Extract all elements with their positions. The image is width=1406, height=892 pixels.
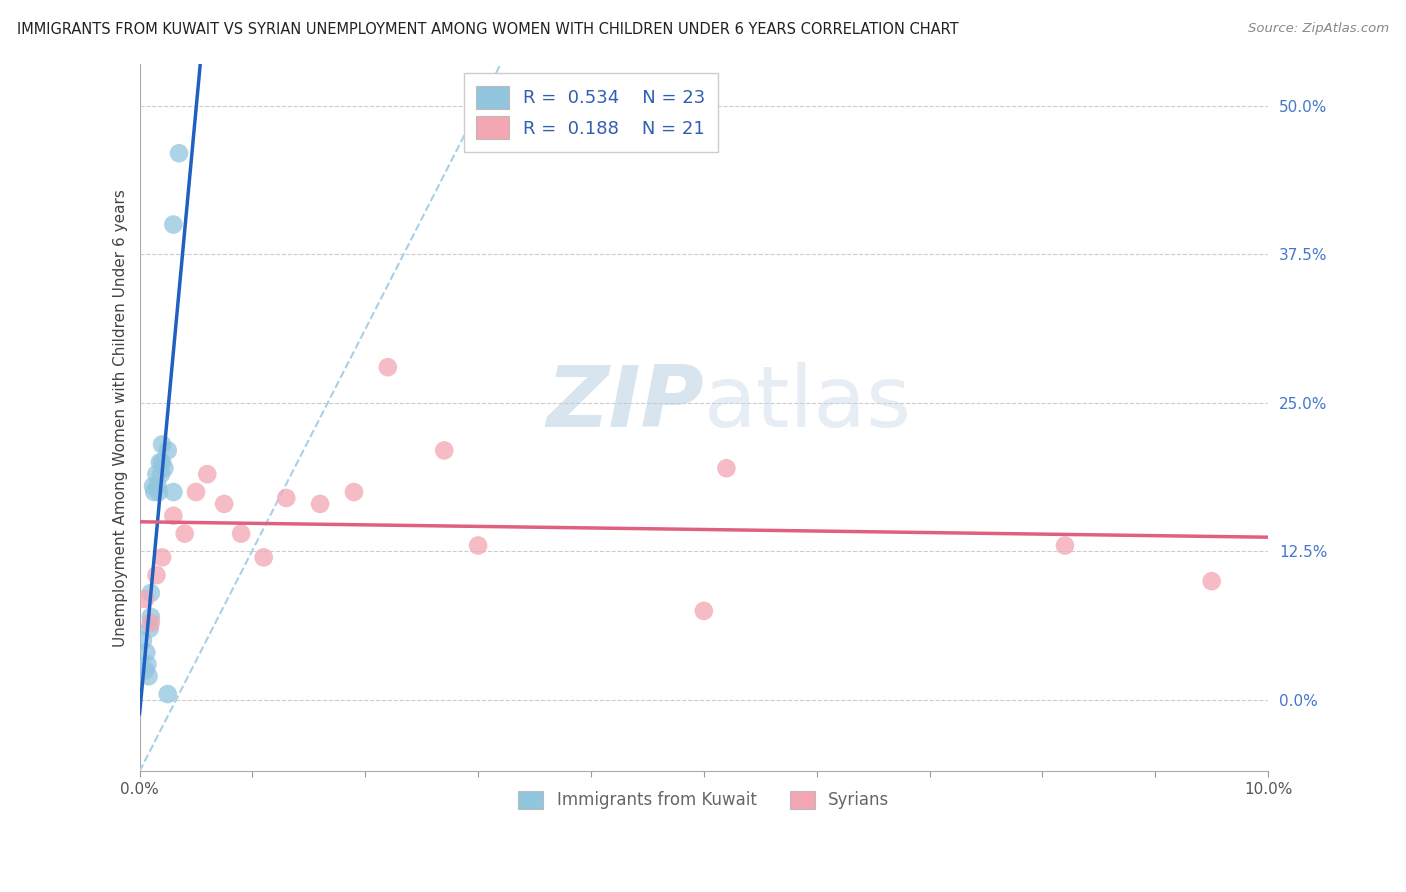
Point <box>167 146 190 161</box>
Text: ZIP: ZIP <box>546 362 704 445</box>
Point <box>162 485 184 500</box>
Point <box>148 485 170 500</box>
Point <box>138 622 160 636</box>
Point <box>146 479 169 493</box>
Legend: Immigrants from Kuwait, Syrians: Immigrants from Kuwait, Syrians <box>512 784 896 816</box>
Point <box>433 443 456 458</box>
Point <box>195 467 218 482</box>
Point <box>212 497 235 511</box>
Point <box>377 360 399 375</box>
Point <box>136 657 159 672</box>
Point <box>143 485 166 500</box>
Point <box>139 615 162 630</box>
Point <box>150 455 173 469</box>
Point <box>153 461 176 475</box>
Text: atlas: atlas <box>704 362 912 445</box>
Point <box>150 550 173 565</box>
Point <box>138 669 160 683</box>
Point <box>162 218 184 232</box>
Point <box>150 437 173 451</box>
Point <box>253 550 276 565</box>
Point <box>149 455 172 469</box>
Point <box>467 539 489 553</box>
Point <box>156 443 179 458</box>
Point <box>139 586 162 600</box>
Text: Source: ZipAtlas.com: Source: ZipAtlas.com <box>1249 22 1389 36</box>
Point <box>716 461 738 475</box>
Point <box>184 485 207 500</box>
Point <box>693 604 716 618</box>
Point <box>135 646 157 660</box>
Point <box>145 568 167 582</box>
Point <box>156 687 179 701</box>
Point <box>309 497 332 511</box>
Point <box>343 485 366 500</box>
Y-axis label: Unemployment Among Women with Children Under 6 years: Unemployment Among Women with Children U… <box>114 189 128 647</box>
Point <box>229 526 252 541</box>
Point <box>132 633 155 648</box>
Point <box>1201 574 1223 589</box>
Point <box>162 508 184 523</box>
Point <box>149 467 172 482</box>
Point <box>142 479 165 493</box>
Text: IMMIGRANTS FROM KUWAIT VS SYRIAN UNEMPLOYMENT AMONG WOMEN WITH CHILDREN UNDER 6 : IMMIGRANTS FROM KUWAIT VS SYRIAN UNEMPLO… <box>17 22 959 37</box>
Point <box>134 592 156 607</box>
Point <box>134 663 156 677</box>
Point <box>276 491 298 505</box>
Point <box>145 467 167 482</box>
Point <box>139 610 162 624</box>
Point <box>1053 539 1076 553</box>
Point <box>173 526 195 541</box>
